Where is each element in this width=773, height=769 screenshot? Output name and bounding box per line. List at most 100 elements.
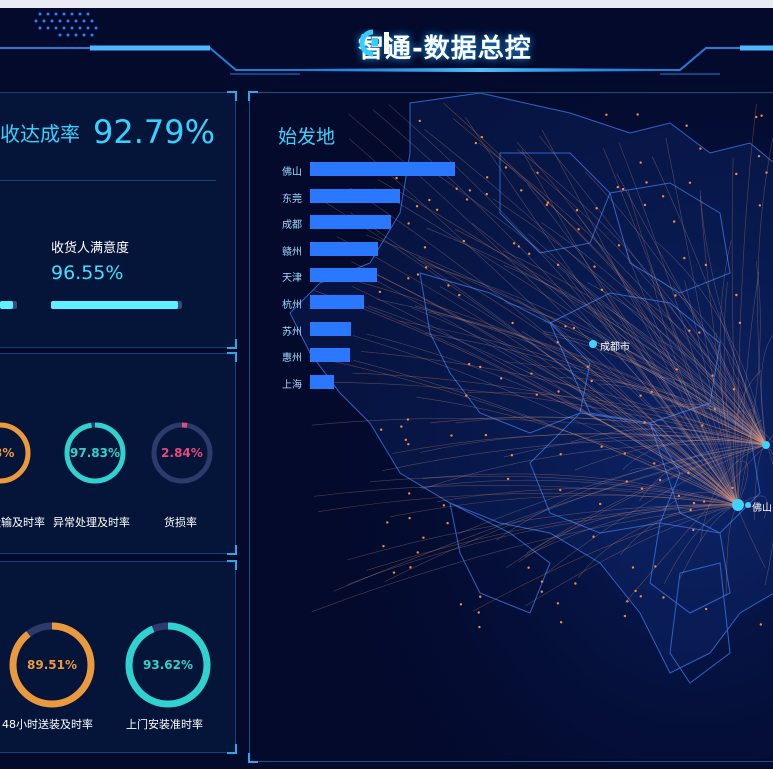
scatter-dot <box>662 596 665 599</box>
scatter-dot <box>654 565 657 568</box>
header: 智通-数据总控 <box>0 8 773 78</box>
origin-bar[interactable] <box>310 348 350 363</box>
flow-line <box>424 129 767 446</box>
flow-line <box>658 339 767 446</box>
flow-line <box>524 504 739 557</box>
flow-line <box>318 197 739 506</box>
flow-line <box>717 428 767 446</box>
flow-line <box>542 330 767 446</box>
ring-label-top-1: 异常处理及时率 <box>53 516 130 529</box>
flow-line <box>443 102 767 446</box>
flow-line <box>765 444 773 456</box>
flow-line <box>311 418 767 446</box>
flow-line <box>422 473 739 506</box>
ring-chart-bottom-1: 93.62% <box>125 622 211 708</box>
scatter-dot <box>759 623 763 626</box>
ring-arc <box>125 622 211 708</box>
scatter-dot <box>732 388 736 391</box>
origin-bar-label: 上海 <box>282 379 302 391</box>
origin-bar[interactable] <box>310 268 377 283</box>
scatter-dot <box>735 172 738 176</box>
flow-line <box>593 311 739 506</box>
flow-line <box>388 104 739 506</box>
flow-line <box>350 212 739 506</box>
window-top-strip <box>0 0 773 8</box>
scatter-dot <box>574 582 577 585</box>
flow-line <box>421 443 767 490</box>
scatter-dot <box>704 263 708 267</box>
scatter-dot <box>631 566 635 569</box>
scatter-dots <box>378 113 768 629</box>
flow-line <box>362 273 739 506</box>
scatter-dot <box>409 566 412 569</box>
scatter-dot <box>698 331 701 334</box>
scatter-dot <box>424 266 428 269</box>
flow-line <box>596 302 739 506</box>
origin-bar[interactable] <box>310 295 364 309</box>
flow-line <box>414 305 767 446</box>
flow-line <box>618 142 739 506</box>
flow-line <box>347 504 739 585</box>
flow-line <box>672 285 767 446</box>
flow-line <box>526 504 739 554</box>
left-progress-bar <box>0 301 17 309</box>
city-marker-foshan-small[interactable] <box>745 502 751 508</box>
china-map[interactable] <box>250 93 773 759</box>
flow-line <box>472 504 739 612</box>
scatter-dot <box>450 434 453 437</box>
ring-label-bottom-1: 上门安装准时率 <box>126 718 203 731</box>
scatter-dot <box>446 521 449 525</box>
flow-line <box>478 142 767 446</box>
flow-line <box>384 444 767 582</box>
scatter-dot <box>623 452 626 455</box>
origin-bar[interactable] <box>310 374 334 389</box>
flow-line <box>427 311 767 446</box>
scatter-dot <box>702 500 706 503</box>
origin-bar-label: 佛山 <box>282 167 302 178</box>
city-marker-east[interactable] <box>762 441 770 449</box>
scatter-dot <box>685 124 688 127</box>
scatter-dot <box>407 442 410 446</box>
scatter-dot <box>382 544 385 548</box>
city-marker-foshan[interactable] <box>732 499 744 511</box>
flow-line <box>311 504 739 613</box>
flow-line <box>439 286 739 506</box>
scatter-dot <box>435 208 439 211</box>
flow-line <box>557 266 767 446</box>
origin-bar[interactable] <box>310 162 455 176</box>
scatter-dot <box>731 486 734 490</box>
origin-bar[interactable] <box>310 215 391 230</box>
kpi-label: 收达成率 <box>0 122 80 146</box>
origin-bar-label: 赣州 <box>282 246 302 258</box>
satisfaction-value: 96.55% <box>51 262 124 284</box>
flow-line <box>625 248 739 506</box>
satisfaction-progress-bar <box>51 301 182 309</box>
scatter-dot <box>626 600 629 603</box>
city-label-foshan: 佛山 <box>752 503 772 514</box>
flow-line <box>496 444 767 541</box>
flow-line <box>349 187 739 506</box>
scatter-dot <box>643 421 646 424</box>
flow-line <box>382 439 767 471</box>
scatter-dot <box>559 452 562 456</box>
scatter-dot <box>416 273 420 276</box>
scatter-dot <box>758 204 762 207</box>
scatter-dot <box>485 176 489 179</box>
city-marker-chengdu[interactable] <box>589 340 597 348</box>
scatter-dot <box>511 321 514 325</box>
scatter-dot <box>625 480 628 483</box>
flow-line <box>603 147 739 506</box>
scatter-dot <box>616 185 619 189</box>
origin-bar[interactable] <box>310 241 378 256</box>
scatter-dot <box>760 114 763 117</box>
flow-line <box>353 359 739 506</box>
origin-bar[interactable] <box>310 188 400 203</box>
flow-line <box>639 444 767 502</box>
flow-line <box>517 149 767 446</box>
scatter-dot <box>379 428 383 431</box>
flow-line <box>625 288 767 446</box>
origin-bar[interactable] <box>310 321 351 336</box>
flow-line <box>516 298 739 506</box>
flow-line <box>651 156 767 446</box>
scatter-dot <box>536 171 539 174</box>
